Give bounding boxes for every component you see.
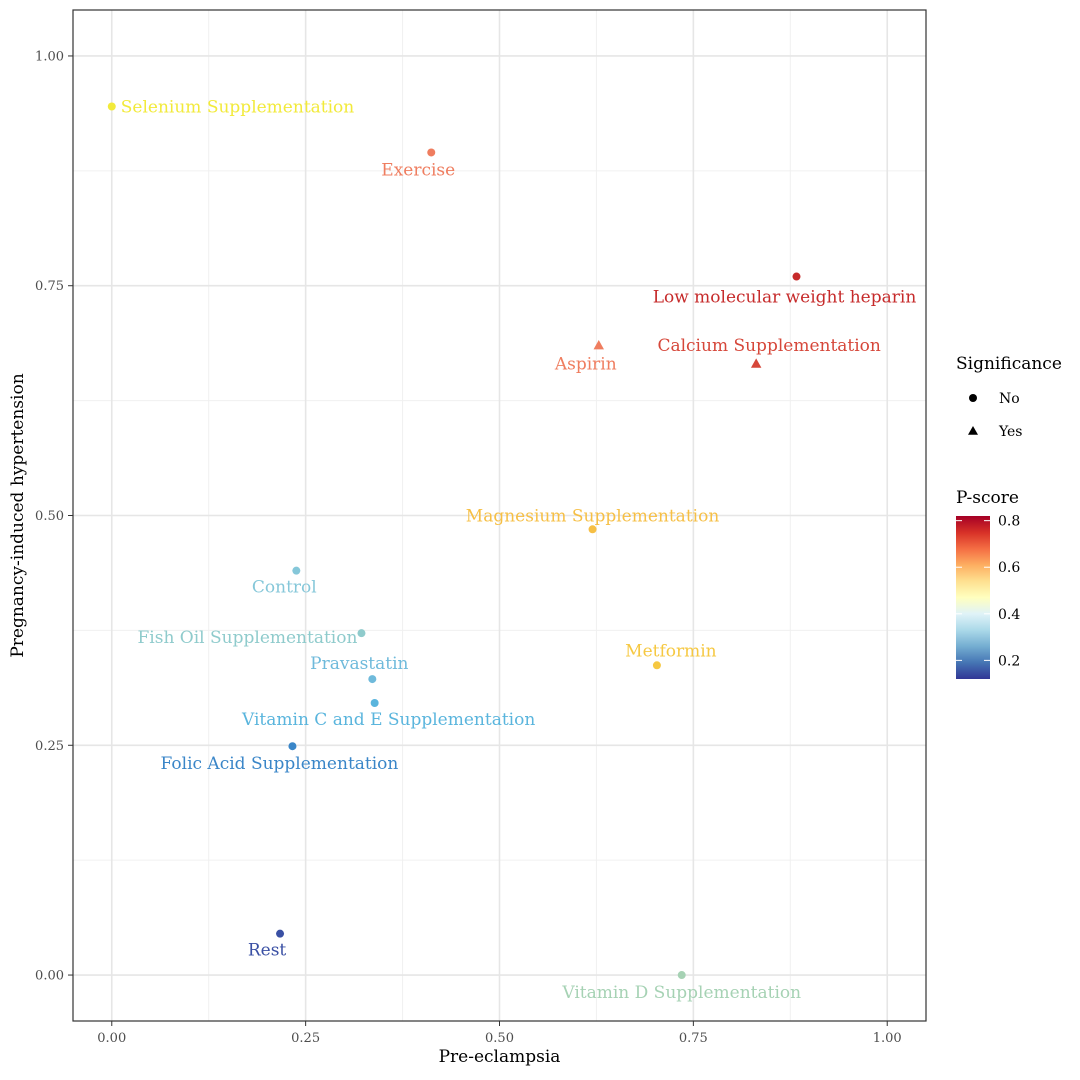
x-tick-label: 1.00 bbox=[873, 1031, 902, 1046]
y-tick-label: 0.25 bbox=[35, 739, 64, 754]
y-tick-label: 1.00 bbox=[35, 49, 64, 64]
legend-pscore-title: P-score bbox=[956, 488, 1019, 508]
y-tick-label: 0.00 bbox=[35, 969, 64, 984]
point-vitamin-c-and-e-supplementation bbox=[370, 698, 379, 707]
point-aspirin bbox=[593, 339, 604, 350]
legend-triangle-icon bbox=[968, 426, 978, 435]
point-control bbox=[292, 566, 301, 575]
label-pravastatin: Pravastatin bbox=[310, 654, 408, 674]
label-low-molecular-weight-heparin: Low molecular weight heparin bbox=[653, 288, 917, 308]
point-vitamin-d-supplementation bbox=[677, 971, 686, 980]
colorbar-tick-label: 0.6 bbox=[998, 560, 1020, 576]
label-folic-acid-supplementation: Folic Acid Supplementation bbox=[161, 754, 399, 774]
legend-significance-label: Yes bbox=[998, 424, 1023, 440]
legend-significance-label: No bbox=[999, 391, 1020, 407]
legend: Significance P-score No Yes 0.2 0.4 0.6 0.8 bbox=[956, 354, 1062, 679]
x-tick-label: 0.75 bbox=[679, 1031, 708, 1046]
x-tick-label: 0.25 bbox=[291, 1031, 320, 1046]
point-low-molecular-weight-heparin bbox=[792, 272, 801, 281]
colorbar-tick-label: 0.4 bbox=[998, 607, 1020, 623]
colorbar-tick-label: 0.8 bbox=[998, 514, 1020, 530]
point-exercise bbox=[427, 148, 436, 157]
label-metformin: Metformin bbox=[625, 641, 717, 661]
axes: Pre-eclampsia Pregnancy-induced hyperten… bbox=[8, 49, 902, 1067]
point-calcium-supplementation bbox=[750, 358, 762, 368]
point-pravastatin bbox=[368, 675, 377, 684]
point-rest bbox=[276, 929, 285, 938]
label-selenium-supplementation: Selenium Supplementation bbox=[121, 98, 355, 118]
legend-significance-title: Significance bbox=[956, 354, 1062, 374]
y-tick-label: 0.75 bbox=[35, 279, 64, 294]
label-control: Control bbox=[252, 578, 317, 598]
point-metformin bbox=[652, 661, 661, 670]
point-magnesium-supplementation bbox=[588, 525, 597, 534]
y-axis-title: Pregnancy-induced hypertension bbox=[8, 373, 28, 657]
point-folic-acid-supplementation bbox=[288, 742, 297, 751]
label-magnesium-supplementation: Magnesium Supplementation bbox=[466, 506, 720, 526]
label-fish-oil-supplementation: Fish Oil Supplementation bbox=[138, 628, 358, 648]
label-rest: Rest bbox=[248, 941, 287, 961]
point-fish-oil-supplementation bbox=[357, 629, 366, 638]
label-exercise: Exercise bbox=[381, 160, 455, 180]
pscore-colorbar bbox=[956, 516, 990, 679]
y-tick-label: 0.50 bbox=[35, 509, 64, 524]
x-tick-label: 0.50 bbox=[485, 1031, 514, 1046]
x-tick-label: 0.00 bbox=[97, 1031, 126, 1046]
data-points bbox=[107, 102, 801, 980]
x-axis-title: Pre-eclampsia bbox=[439, 1047, 561, 1067]
colorbar-tick-label: 0.2 bbox=[998, 653, 1020, 669]
grid bbox=[73, 10, 926, 1021]
label-vitamin-d-supplementation: Vitamin D Supplementation bbox=[561, 983, 801, 1003]
label-aspirin: Aspirin bbox=[554, 354, 617, 374]
legend-circle-icon bbox=[969, 394, 977, 402]
label-calcium-supplementation: Calcium Supplementation bbox=[657, 336, 880, 356]
point-selenium-supplementation bbox=[107, 102, 116, 111]
data-labels: Selenium Supplementation Exercise Low mole… bbox=[121, 98, 917, 1004]
label-vitamin-c-and-e-supplementation: Vitamin C and E Supplementation bbox=[241, 710, 535, 730]
